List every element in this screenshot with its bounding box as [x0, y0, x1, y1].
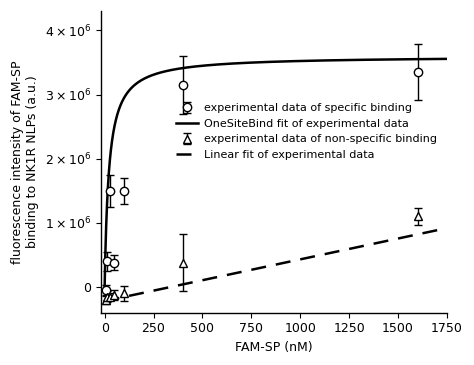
OneSiteBind fit of experimental data [371, 57, 377, 62]
Linear fit of experimental data [259, 265, 265, 270]
OneSiteBind fit of experimental data [434, 57, 440, 61]
OneSiteBind fit of experimental data [119, 100, 125, 104]
Line: Linear fit of experimental data: Linear fit of experimental data [105, 228, 447, 301]
Linear fit of experimental data [434, 228, 440, 233]
X-axis label: FAM-SP (nM): FAM-SP (nM) [235, 341, 313, 354]
Linear fit of experimental data [444, 226, 450, 230]
Linear fit of experimental data [371, 241, 377, 246]
OneSiteBind fit of experimental data [444, 57, 450, 61]
Linear fit of experimental data [268, 264, 274, 268]
OneSiteBind fit of experimental data [434, 57, 440, 61]
Line: OneSiteBind fit of experimental data: OneSiteBind fit of experimental data [105, 59, 447, 287]
Legend: experimental data of specific binding, OneSiteBind fit of experimental data, exp: experimental data of specific binding, O… [172, 99, 441, 165]
OneSiteBind fit of experimental data [268, 59, 274, 64]
Y-axis label: fluorescence intensity of FAM-SP
binding to NK1R NLPs (a.u.): fluorescence intensity of FAM-SP binding… [11, 60, 39, 264]
Linear fit of experimental data [434, 228, 440, 233]
OneSiteBind fit of experimental data [259, 60, 265, 64]
OneSiteBind fit of experimental data [102, 285, 108, 289]
Linear fit of experimental data [102, 299, 108, 303]
Linear fit of experimental data [119, 295, 125, 300]
